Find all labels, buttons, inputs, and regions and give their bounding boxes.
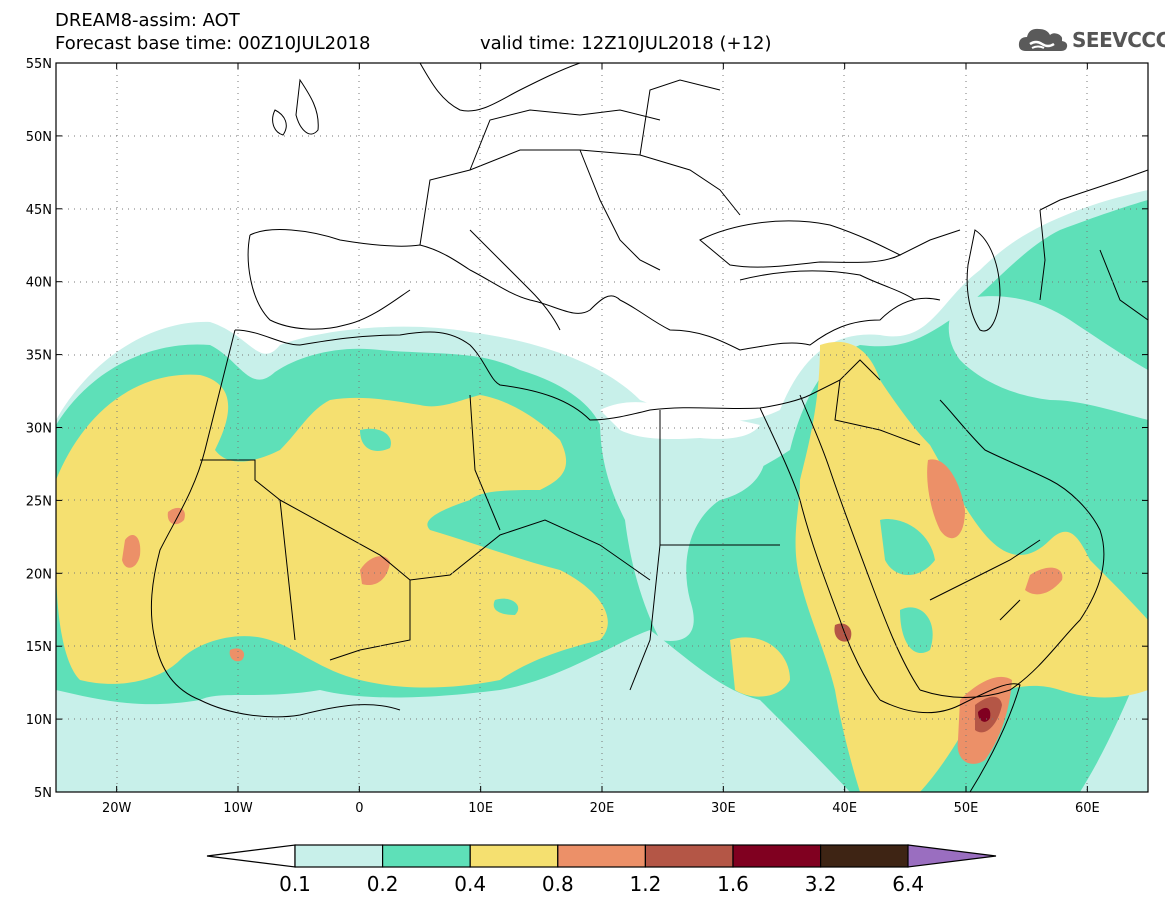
- colorbar-level-label: 0.4: [454, 872, 487, 896]
- colorbar-level-label: 0.8: [541, 872, 574, 896]
- colorbar-level-label: 3.2: [804, 872, 837, 896]
- colorbar-over-arrow: [907, 844, 997, 868]
- cloud-icon: [1018, 28, 1068, 51]
- colorbar-level-label: 0.1: [279, 872, 311, 896]
- lon-tick-label: 10E: [468, 801, 493, 816]
- lon-tick-label: 60E: [1075, 801, 1100, 816]
- aot-field: [56, 63, 1148, 792]
- lat-tick-label: 10N: [26, 713, 52, 728]
- lon-tick-label: 20W: [102, 801, 132, 816]
- aot-level-0.4: [56, 341, 1148, 792]
- lon-tick-label: 30E: [711, 801, 736, 816]
- lon-tick-label: 20E: [590, 801, 615, 816]
- colorbar-swatch: [294, 844, 384, 868]
- colorbar-swatch: [819, 844, 909, 868]
- latitude-axis: 55N 50N 45N 40N 35N 30N 25N 20N 15N 10N 5N: [26, 57, 1148, 801]
- lon-tick-label: 50E: [954, 801, 979, 816]
- colorbar-level-label: 1.6: [717, 872, 749, 896]
- grid-lines: [56, 63, 1148, 792]
- lat-tick-label: 35N: [26, 349, 52, 364]
- logo-text: SEEVCCC: [1072, 28, 1165, 52]
- longitude-axis: 20W 10W 0 10E 20E 30E 40E 50E 60E: [102, 63, 1100, 816]
- colorbar-level-label: 6.4: [892, 872, 925, 896]
- colorbar-swatch: [382, 844, 471, 868]
- colorbar-level-label: 1.2: [629, 872, 662, 896]
- lon-tick-label: 40E: [832, 801, 857, 816]
- aot-level-1.6: [978, 707, 991, 722]
- valid-time: valid time: 12Z10JUL2018 (+12): [480, 33, 772, 54]
- lat-tick-label: 15N: [26, 640, 52, 655]
- lon-tick-label: 0: [355, 801, 363, 816]
- colorbar-swatch: [469, 844, 559, 868]
- lat-tick-label: 45N: [26, 203, 52, 218]
- colorbar-swatch: [557, 844, 646, 868]
- lat-tick-label: 5N: [34, 786, 52, 801]
- coastlines: [150, 63, 1148, 792]
- aot-level-0.2-pockets: [360, 428, 935, 654]
- forecast-base-time: Forecast base time: 00Z10JUL2018: [55, 33, 371, 54]
- colorbar-level-label: 0.2: [366, 872, 399, 896]
- colorbar: [206, 844, 997, 868]
- seevccc-logo: SEEVCCC: [1016, 24, 1165, 56]
- lat-tick-label: 20N: [26, 567, 52, 582]
- colorbar-swatch: [644, 844, 734, 868]
- colorbar-under-arrow: [206, 844, 296, 868]
- colorbar-swatch: [732, 844, 822, 868]
- lat-tick-label: 30N: [26, 422, 52, 437]
- lat-tick-label: 25N: [26, 494, 52, 509]
- lat-tick-label: 55N: [26, 57, 52, 72]
- aot-level-0.1-pockets: [600, 296, 1148, 641]
- lon-tick-label: 10W: [223, 801, 253, 816]
- lat-tick-label: 40N: [26, 276, 52, 291]
- lat-tick-label: 50N: [26, 130, 52, 145]
- map-title: DREAM8-assim: AOT: [55, 10, 240, 31]
